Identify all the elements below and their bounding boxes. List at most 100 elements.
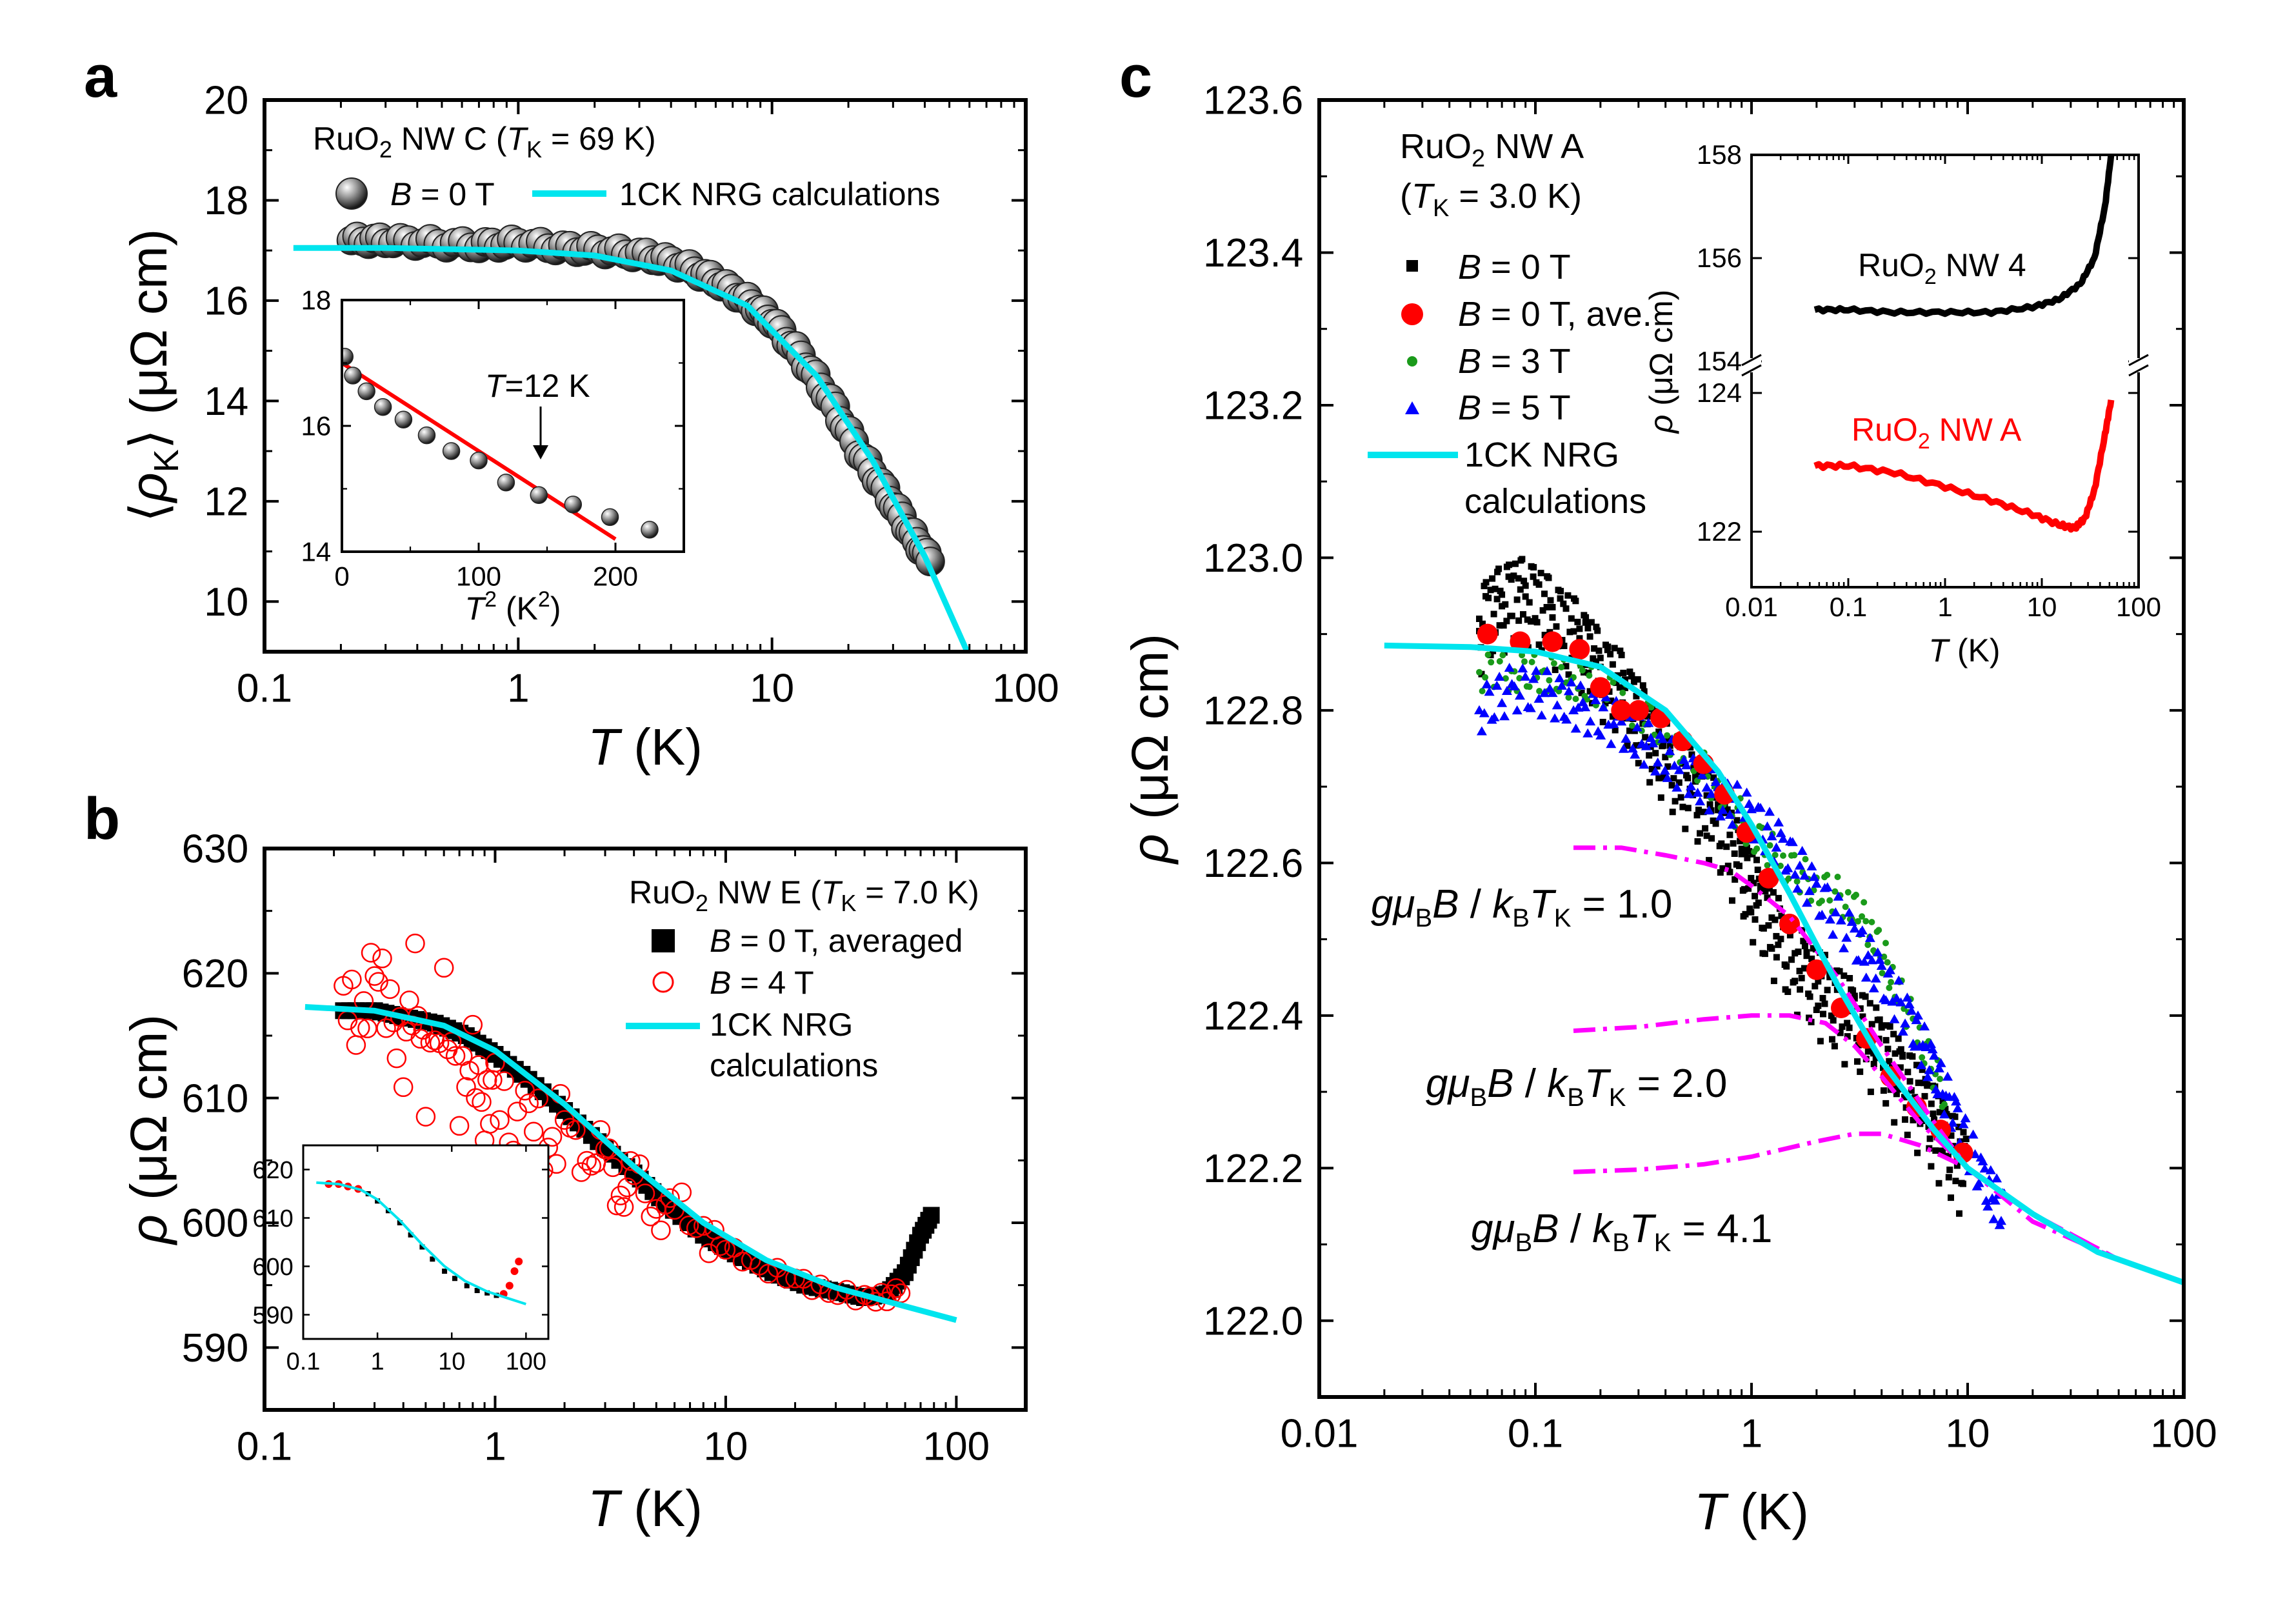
panel-b-xlabel: T (K) (588, 1480, 703, 1537)
panel-c-point-b3 (1651, 731, 1658, 738)
panel-b-point-b4 (542, 1127, 563, 1147)
panel-c-point-b0 (1602, 699, 1609, 707)
panel-c-point-b0 (1844, 1020, 1851, 1027)
panel-b-point-b4 (466, 1088, 486, 1108)
panel-c-point-b0 (1715, 807, 1722, 814)
panel-c-point-b0 (1571, 595, 1577, 602)
panel-c-point-b0 (1920, 1080, 1927, 1087)
panel-b-label: b (84, 786, 120, 852)
panel-c-point-b0 (1895, 1035, 1902, 1042)
panel-c-point-b0 (1528, 618, 1534, 625)
panel-c-point-b0 (1524, 616, 1531, 623)
panel-c-point-b0 (1679, 803, 1686, 810)
panel-c-point-b5 (1672, 782, 1682, 792)
panel-c-point-b5 (1717, 805, 1728, 814)
panel-a-ytick-label-4: 18 (204, 179, 248, 223)
panel-c-point-b5 (1585, 716, 1596, 726)
panel-c-point-b0 (1684, 805, 1692, 812)
panel-a-inset-point (641, 521, 659, 539)
panel-c-point-b3 (1793, 878, 1801, 885)
panel-c-point-b0 (1748, 874, 1755, 881)
panel-c-point-b5 (1868, 983, 1879, 992)
panel-c-point-b0 (1608, 698, 1615, 704)
panel-c-point-b3 (1619, 689, 1626, 696)
panel-c-point-b0 (1935, 1180, 1942, 1187)
panel-c-ytick-label-0: 122.0 (1203, 1299, 1303, 1343)
panel-c-point-b0 (1592, 658, 1599, 665)
panel-b-point-b4 (441, 1032, 462, 1052)
panel-c-point-b5 (1704, 805, 1715, 815)
panel-c-inset-axes: 0.01 0.1 1 10 100 154 156 158 122 124 (1697, 139, 2161, 622)
panel-b-inset-nrg-line (316, 1181, 526, 1305)
panel-c-point-b0 (1738, 850, 1745, 858)
panel-c-point-b0 (1626, 668, 1633, 676)
panel-c-point-b0 (1694, 838, 1701, 845)
panel-c-point-b0 (1626, 727, 1633, 734)
panel-c-point-b5 (1775, 828, 1786, 838)
panel-c-point-b0 (1891, 1119, 1898, 1126)
panel-c-point-b3 (1868, 919, 1875, 925)
panel-c-point-b0 (1490, 610, 1497, 618)
panel-c-point-b0 (1908, 1087, 1915, 1094)
panel-b-point-b4 (361, 943, 381, 963)
panel-a-inset-point (417, 426, 436, 445)
panel-c-point-b0 (1561, 643, 1568, 649)
panel-c-point-b0 (1937, 1147, 1944, 1154)
panel-c-point-b0 (1819, 994, 1826, 1001)
panel-b-point-b4 (405, 933, 425, 954)
panel-c-point-b0 (1893, 1090, 1900, 1098)
panel-c-point-b0 (1499, 591, 1506, 598)
panel-c-point-b0 (1522, 582, 1529, 589)
panel-c-point-b3 (1499, 652, 1506, 659)
panel-c-legend-b0: B = 0 T (1458, 248, 1571, 286)
panel-c-point-b0 (1665, 735, 1672, 742)
panel-b-legend-nrg-2: calculations (710, 1047, 878, 1083)
panel-c-inset-xlabel: T (K) (1928, 632, 2000, 668)
panel-c-point-b5 (1968, 1129, 1979, 1139)
panel-c-point-b5 (1846, 916, 1857, 926)
panel-b-point-b4 (372, 949, 392, 969)
panel-a-xtick-label-0: 0.1 (237, 667, 292, 711)
panel-c-point-b5 (1926, 1039, 1937, 1049)
panel-c-point-b0 (1866, 1000, 1873, 1007)
panel-c-point-b0 (1815, 978, 1822, 985)
panel-c-point-b0 (1926, 1135, 1933, 1142)
panel-c-point-b3 (1826, 897, 1833, 904)
panel-c-point-b0 (1537, 570, 1544, 577)
panel-c-point-b0 (1733, 817, 1741, 824)
panel-c-point-b0 (1731, 850, 1738, 857)
panel-c-point-b0 (1761, 950, 1768, 958)
panel-c-point-b5 (1839, 943, 1849, 952)
panel-c-point-b0 (1717, 869, 1724, 876)
panel-c-point-b0 (1684, 774, 1692, 781)
panel-c-point-b3 (1886, 984, 1893, 991)
panel-c-point-b0 (1502, 601, 1509, 608)
panel-b-point-b4 (445, 1046, 466, 1066)
panel-c-point-b0 (1746, 905, 1753, 912)
panel-b-point-b4 (399, 990, 419, 1010)
panel-c-point-b0 (1738, 845, 1745, 852)
panel-b-point-b4 (606, 1195, 627, 1216)
panel-c-point-b0 (1622, 676, 1628, 683)
panel-a-inset-xlabel: T2 (K2) (465, 587, 561, 627)
panel-c-point-b5 (1520, 671, 1531, 681)
panel-a-xtick-label-3: 100 (992, 667, 1059, 711)
panel-c-point-b5 (1864, 932, 1875, 942)
panel-c-point-b0 (1909, 1053, 1916, 1060)
panel-a-inset-point (374, 398, 392, 416)
panel-c-point-b0 (1657, 794, 1664, 801)
panel-b-point-b4 (463, 1014, 483, 1035)
panel-c-point-b0 (1620, 669, 1627, 676)
panel-c-point-b5 (1979, 1163, 1990, 1173)
panel-c-point-b3 (1853, 891, 1859, 898)
panel-c-point-b0 (1830, 1017, 1837, 1024)
panel-c-inset-bg (1752, 155, 2139, 587)
panel-c-point-b0 (1886, 1023, 1893, 1030)
panel-b-ytick-label-2: 610 (182, 1076, 248, 1121)
panel-c-point-b5 (1942, 1071, 1953, 1081)
panel-c-point-b0 (1831, 1043, 1838, 1050)
panel-a-inset-xtick-label-2: 200 (593, 561, 638, 592)
panel-c-point-b0 (1882, 1100, 1890, 1107)
